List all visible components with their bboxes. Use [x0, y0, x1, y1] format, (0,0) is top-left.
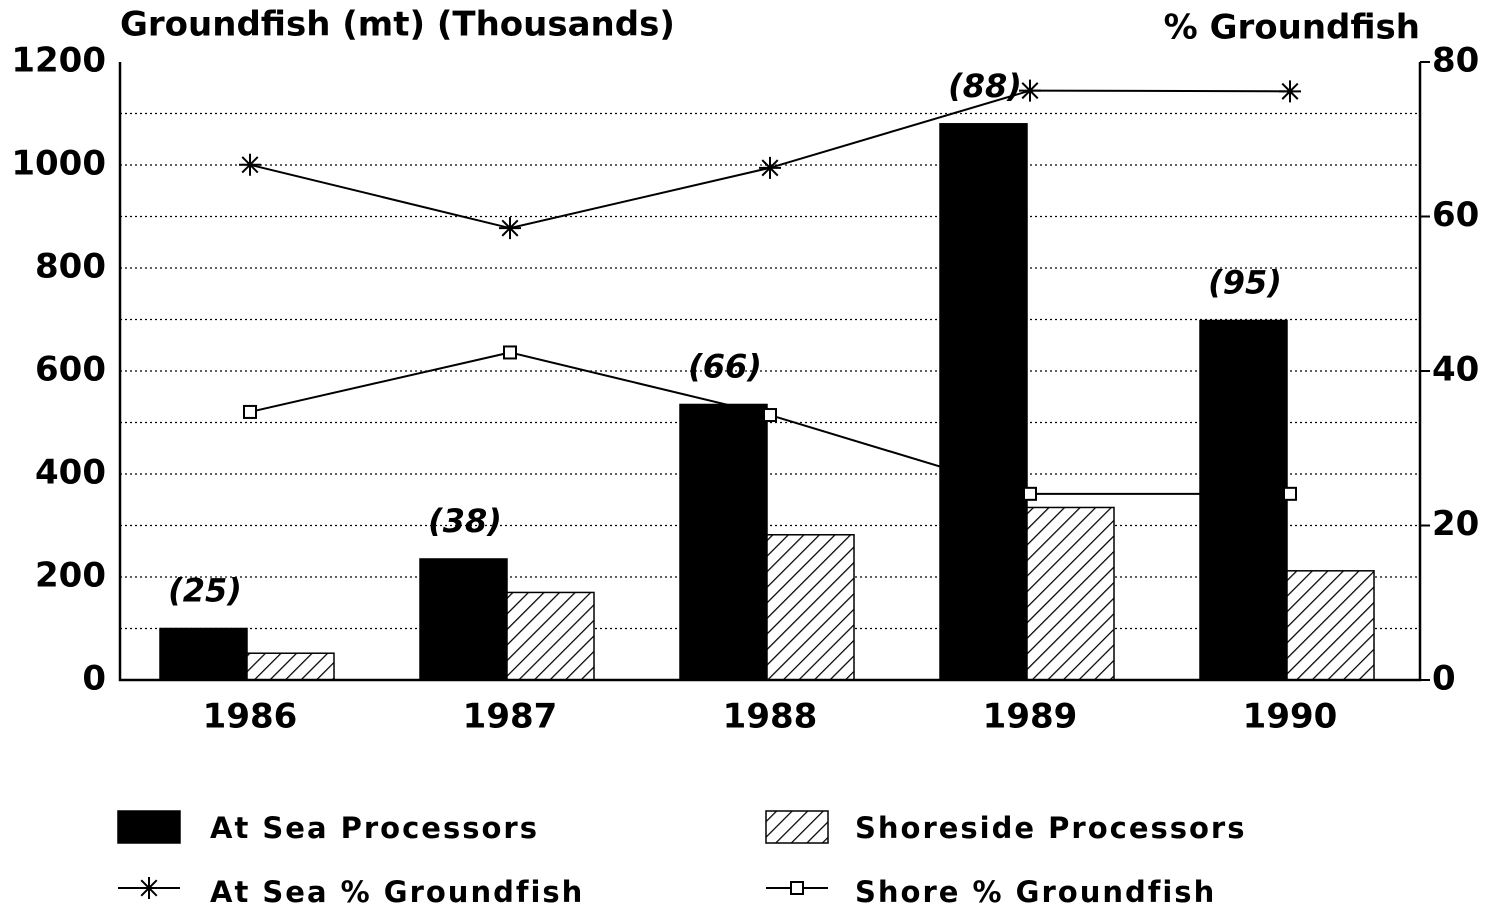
x-tick-label: 1988 — [723, 697, 818, 737]
marker — [1283, 486, 1297, 501]
annotation: (38) — [428, 502, 502, 540]
annotation: (25) — [168, 572, 242, 610]
marker — [499, 217, 521, 240]
bar — [766, 534, 855, 681]
bar — [246, 652, 335, 681]
bar — [939, 123, 1028, 681]
legend-label: At Sea % Groundfish — [210, 875, 584, 909]
marker — [763, 408, 777, 423]
x-tick-label: 1989 — [983, 697, 1078, 737]
chart-title: Groundfish (mt) (Thousands) — [120, 5, 675, 45]
bar — [159, 627, 248, 681]
legend-swatch — [138, 877, 160, 899]
bar — [679, 403, 768, 681]
y-tick-label: 600 — [35, 350, 106, 390]
bar — [1286, 570, 1375, 681]
y-tick-label: 1000 — [11, 144, 106, 184]
y-tick-label: 0 — [82, 659, 106, 699]
legend-label: At Sea Processors — [210, 811, 539, 845]
y-tick-label: 800 — [35, 247, 106, 287]
bar — [419, 558, 508, 681]
bar — [1199, 319, 1288, 681]
legend-swatch — [765, 810, 829, 844]
y2-tick-label: 60 — [1432, 195, 1479, 235]
legend-swatch — [117, 810, 181, 844]
x-tick-label: 1990 — [1243, 697, 1338, 737]
bar — [506, 591, 595, 681]
legend-swatch — [790, 881, 804, 895]
marker — [1019, 79, 1041, 102]
annotation: (95) — [1208, 264, 1282, 302]
y2-tick-label: 20 — [1432, 504, 1479, 544]
legend-label: Shoreside Processors — [855, 811, 1247, 845]
x-tick-label: 1986 — [203, 697, 298, 737]
marker — [1023, 486, 1037, 501]
legend-label: Shore % Groundfish — [855, 875, 1216, 909]
y-tick-label: 200 — [35, 556, 106, 596]
y2-tick-label: 40 — [1432, 350, 1479, 390]
marker — [243, 404, 257, 419]
x-tick-label: 1987 — [463, 697, 558, 737]
y-tick-label: 1200 — [11, 41, 106, 81]
annotation: (88) — [948, 67, 1022, 105]
y2-tick-label: 0 — [1432, 659, 1456, 699]
bar — [1026, 506, 1115, 681]
y-tick-label: 400 — [35, 453, 106, 493]
y2-title: % Groundfish — [1164, 8, 1420, 48]
marker — [503, 345, 517, 360]
marker — [759, 156, 781, 179]
marker — [239, 153, 261, 176]
annotation: (66) — [688, 347, 762, 385]
marker — [1279, 80, 1301, 103]
y2-tick-label: 80 — [1432, 41, 1479, 81]
axes — [118, 62, 1422, 682]
